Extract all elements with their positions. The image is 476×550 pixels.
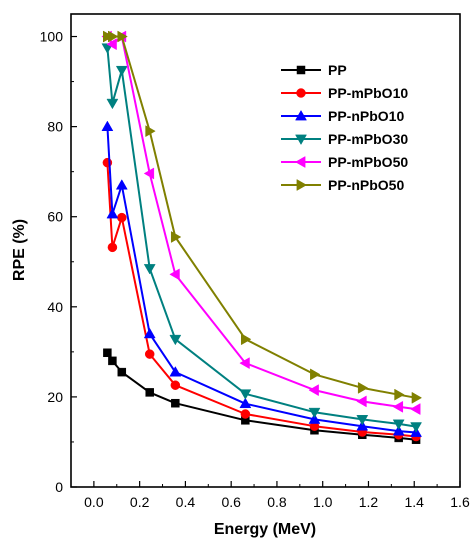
x-axis-title: Energy (MeV) xyxy=(214,521,316,538)
legend-marker xyxy=(295,109,307,121)
x-axis-ticks: 0.0 0.2 0.4 0.6 0.8 1.0 1.2 1.4 1.6 xyxy=(84,481,470,510)
data-point xyxy=(143,264,156,275)
legend-label: PP-mPbO50 xyxy=(328,154,408,170)
legend-label: PP-mPbO30 xyxy=(328,131,408,147)
data-point xyxy=(106,38,117,51)
data-point xyxy=(411,391,423,404)
x-tick-label: 0.2 xyxy=(130,494,150,510)
data-point xyxy=(117,30,128,43)
x-tick-label: 0.0 xyxy=(84,494,104,510)
data-point xyxy=(115,65,128,77)
legend-item: PP-mPbO10 xyxy=(281,85,408,101)
plot-frame xyxy=(70,13,461,488)
data-point xyxy=(410,403,421,415)
legend-item: PP-mPbO30 xyxy=(281,131,408,147)
y-tick-label: 0 xyxy=(55,479,63,495)
data-point xyxy=(103,348,112,358)
legend-item: PP-mPbO50 xyxy=(281,154,408,170)
legend-item: PP-nPbO10 xyxy=(281,108,404,124)
data-point xyxy=(308,384,319,397)
series-line xyxy=(106,352,417,441)
data-point xyxy=(117,367,127,377)
data-point xyxy=(143,167,155,180)
data-point xyxy=(308,413,321,424)
data-point xyxy=(239,357,250,370)
legend-item: PP xyxy=(281,62,347,78)
series-pp-npbo50 xyxy=(103,30,423,404)
series-pp-mpbo30 xyxy=(101,43,422,433)
data-point xyxy=(392,400,404,413)
data-point xyxy=(310,368,321,381)
data-point xyxy=(239,397,252,409)
data-point xyxy=(356,420,369,431)
legend-label: PP-nPbO10 xyxy=(328,108,404,124)
data-point xyxy=(394,388,405,401)
series-line xyxy=(106,35,417,411)
x-tick-label: 1.6 xyxy=(450,494,470,510)
data-point xyxy=(356,415,369,426)
legend-marker xyxy=(295,134,307,146)
series-line xyxy=(106,126,417,434)
data-point xyxy=(308,407,321,419)
legend: PP PP-mPbO10 PP-nPbO10 PP-mPbO30 PP-mPbO50 PP… xyxy=(281,62,408,193)
legend-label: PP-nPbO50 xyxy=(328,177,404,193)
data-point xyxy=(101,120,114,131)
data-point xyxy=(107,242,118,253)
x-tick-label: 0.8 xyxy=(267,494,287,510)
data-point xyxy=(145,125,156,138)
data-point xyxy=(171,398,180,408)
data-point xyxy=(117,212,127,223)
data-point xyxy=(239,389,252,400)
series-pp-npbo10 xyxy=(101,120,422,437)
series-line xyxy=(106,47,417,428)
series-line xyxy=(106,162,417,438)
data-point xyxy=(240,333,252,346)
data-point xyxy=(106,208,119,219)
y-tick-label: 80 xyxy=(47,119,63,135)
x-tick-label: 0.4 xyxy=(176,494,196,510)
series-layer xyxy=(101,30,423,444)
data-point xyxy=(170,380,181,390)
y-axis-title: RPE (%) xyxy=(11,219,28,281)
x-tick-label: 0.6 xyxy=(221,494,241,510)
x-tick-label: 1.0 xyxy=(313,494,333,510)
data-point xyxy=(144,349,155,359)
data-point xyxy=(115,179,128,190)
data-point xyxy=(145,388,154,397)
legend-marker xyxy=(296,88,306,98)
y-tick-label: 20 xyxy=(47,389,63,405)
data-point xyxy=(410,422,422,433)
data-point xyxy=(106,98,119,110)
data-point xyxy=(108,30,119,43)
data-point xyxy=(240,409,251,419)
x-tick-label: 1.4 xyxy=(405,494,425,510)
data-point xyxy=(169,268,180,281)
legend-label: PP xyxy=(328,62,347,78)
data-point xyxy=(356,395,367,408)
legend-marker xyxy=(294,156,306,168)
legend-label: PP-mPbO10 xyxy=(328,85,408,101)
data-point xyxy=(357,381,369,394)
data-point xyxy=(143,327,156,339)
y-tick-label: 100 xyxy=(40,29,64,45)
legend-item: PP-nPbO50 xyxy=(281,177,404,193)
data-point xyxy=(169,334,182,346)
data-point xyxy=(392,419,405,430)
data-point xyxy=(169,366,182,377)
series-pp xyxy=(103,348,421,444)
legend-marker xyxy=(296,179,308,191)
data-point xyxy=(392,425,405,436)
data-point xyxy=(108,356,117,366)
x-tick-label: 1.2 xyxy=(359,494,379,510)
y-tick-label: 40 xyxy=(47,299,63,315)
legend-marker xyxy=(296,65,306,75)
data-point xyxy=(170,231,182,243)
y-axis-ticks: 0 20 40 60 80 100 xyxy=(40,29,77,495)
y-tick-label: 60 xyxy=(47,209,63,225)
